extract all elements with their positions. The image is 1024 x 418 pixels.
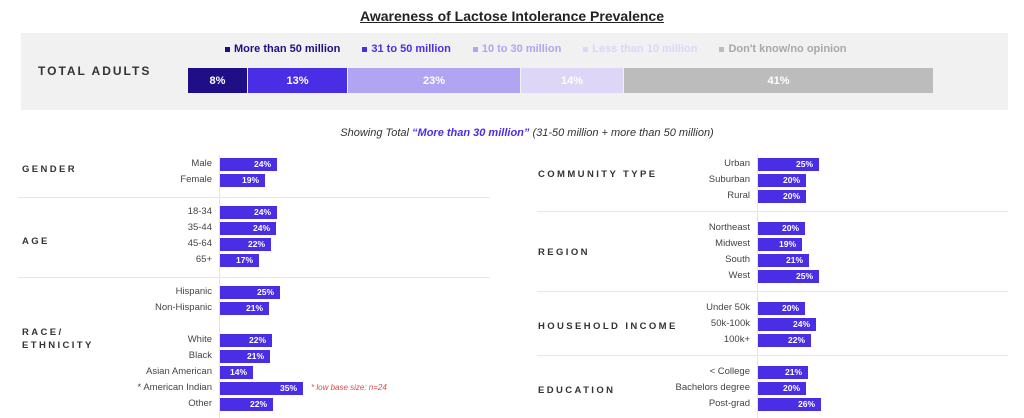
row-label: 50k-100k (710, 318, 750, 329)
legend-swatch-icon (719, 46, 725, 52)
bar: 20% (758, 382, 806, 395)
row-label: < College (709, 366, 750, 377)
bar: 20% (758, 302, 805, 315)
segment-dont-know: 41% (624, 68, 933, 93)
row-label: Other (188, 398, 212, 409)
row-label: Northeast (708, 222, 750, 233)
row-label: Non-Hispanic (154, 302, 212, 313)
segment-less-than-10m: 14% (521, 68, 624, 93)
bar: 21% (758, 254, 809, 267)
group-label-household-income: HOUSEHOLD INCOME (538, 321, 678, 332)
bar: 21% (758, 366, 808, 379)
total-stacked-bar: 8% 13% 23% 14% 41% (188, 68, 933, 93)
row-label: 35-44 (187, 222, 212, 233)
left-divider-2 (18, 277, 490, 278)
right-divider-1 (537, 211, 1008, 212)
bar: 19% (758, 238, 802, 251)
group-label-gender: GENDER (22, 164, 78, 175)
chart-title: Awareness of Lactose Intolerance Prevale… (360, 8, 664, 24)
bar: 24% (220, 206, 277, 219)
group-label-community-type: COMMUNITY TYPE (538, 169, 658, 180)
group-label-race-ethnicity: RACE/ETHNICITY (22, 327, 94, 351)
segment-more-than-50m: 8% (188, 68, 248, 93)
subtitle: Showing Total “More than 30 million” (31… (340, 127, 714, 139)
legend-swatch-icon (583, 46, 589, 52)
row-label: Urban (724, 158, 750, 169)
row-label: Under 50k (706, 302, 750, 313)
bar: 22% (758, 334, 811, 347)
row-label: Midwest (715, 238, 750, 249)
bar: 25% (220, 286, 280, 299)
row-label: Female (180, 174, 212, 185)
legend-item-less-than-10m: Less than 10 million (583, 43, 697, 55)
legend-swatch-icon (362, 46, 368, 52)
row-label: White (187, 334, 212, 345)
row-label: * American Indian (137, 382, 212, 393)
row-label: Asian American (145, 366, 212, 377)
legend-item-31-50m: 31 to 50 million (362, 43, 451, 55)
bar: 22% (220, 334, 272, 347)
low-base-note: * low base size: n=24 (311, 383, 387, 392)
row-label: Post-grad (708, 398, 750, 409)
bar: 14% (220, 366, 253, 379)
row-label: Black (188, 350, 212, 361)
row-label: Rural (727, 190, 750, 201)
bar: 20% (758, 190, 806, 203)
bar: 20% (758, 174, 806, 187)
row-label: 100k+ (723, 334, 750, 345)
row-label: 18-34 (187, 206, 212, 217)
left-divider-1 (18, 197, 490, 198)
bar: 22% (220, 238, 271, 251)
bar: 21% (220, 350, 270, 363)
group-label-education: EDUCATION (538, 385, 616, 396)
group-label-age: AGE (22, 236, 50, 247)
legend: More than 50 million 31 to 50 million 10… (225, 43, 869, 55)
segment-10-30m: 23% (348, 68, 521, 93)
bar: 24% (758, 318, 816, 331)
bar: 25% (758, 158, 819, 171)
row-label: Bachelors degree (675, 382, 750, 393)
row-label: West (728, 270, 750, 281)
right-axis-line (757, 155, 758, 418)
group-label-region: REGION (538, 247, 590, 258)
legend-item-10-30m: 10 to 30 million (472, 43, 561, 55)
right-divider-2 (537, 291, 1008, 292)
bar: 22% (220, 398, 273, 411)
row-label: South (725, 254, 750, 265)
bar: 19% (220, 174, 265, 187)
bar: 24% (220, 158, 277, 171)
left-axis-line (219, 155, 220, 418)
legend-item-more-than-50m: More than 50 million (225, 43, 340, 55)
segment-31-50m: 13% (248, 68, 348, 93)
legend-item-dont-know: Don't know/no opinion (719, 43, 847, 55)
bar: 24% (220, 222, 276, 235)
row-label: 65+ (195, 254, 212, 265)
total-adults-label: TOTAL ADULTS (38, 64, 152, 78)
row-label: Hispanic (175, 286, 212, 297)
right-divider-3 (537, 355, 1008, 356)
legend-swatch-icon (472, 46, 478, 52)
legend-swatch-icon (225, 46, 230, 52)
row-label: Male (191, 158, 212, 169)
bar: 21% (220, 302, 269, 315)
bar: 26% (758, 398, 821, 411)
bar: 25% (758, 270, 819, 283)
row-label: 45-64 (187, 238, 212, 249)
bar: 17% (220, 254, 259, 267)
bar: 20% (758, 222, 805, 235)
bar: 35% (220, 382, 303, 395)
row-label: Suburban (708, 174, 750, 185)
